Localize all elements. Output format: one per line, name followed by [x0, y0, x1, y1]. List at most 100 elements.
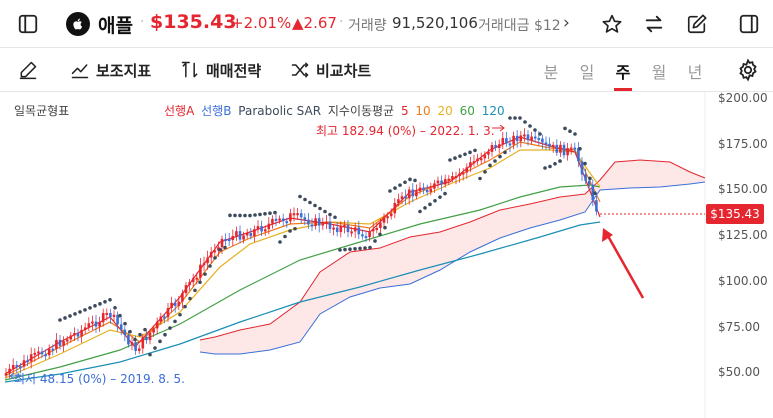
candle-body	[249, 233, 253, 237]
candle-body	[505, 138, 508, 144]
edit-square-icon[interactable]	[675, 0, 719, 48]
price-chart[interactable]	[0, 92, 773, 418]
annotation-arrow	[602, 228, 645, 299]
candle-body	[65, 339, 69, 342]
sar-dot	[113, 305, 117, 310]
y-axis-tick: $125.00	[718, 228, 768, 242]
sar-dot	[483, 170, 487, 174]
legend-ema120: 120	[481, 104, 505, 118]
sar-dot	[278, 240, 282, 244]
stock-header: 애플 · $135.43 +2.01% ▲2.67 · 거래량 91,520,1…	[0, 0, 773, 48]
candle-body	[515, 135, 519, 142]
candle-body	[526, 134, 530, 141]
sar-dot	[523, 120, 527, 124]
candle-body	[443, 179, 447, 185]
sar-dot	[378, 232, 382, 237]
candle-body	[191, 278, 195, 283]
candle-body	[519, 135, 523, 142]
period-tab-minute[interactable]: 분	[543, 63, 559, 82]
star-icon[interactable]	[590, 0, 634, 48]
change-percent: +2.01%	[231, 14, 292, 32]
right-panel-icon[interactable]	[727, 0, 771, 48]
sar-dot	[203, 272, 207, 276]
legend-ema-label: 지수이동평균	[327, 104, 395, 118]
candle-body	[166, 307, 170, 318]
sar-dot	[393, 186, 397, 190]
separator: ·	[339, 14, 344, 30]
sar-dot	[383, 225, 387, 230]
candle-body	[429, 188, 433, 193]
candle-body	[8, 368, 11, 374]
sar-dot	[543, 166, 547, 170]
candle-body	[130, 342, 134, 345]
swap-arrows-icon[interactable]	[632, 0, 676, 48]
high-marker-arrow	[492, 124, 505, 132]
candle-body	[224, 238, 227, 241]
candle-body	[433, 183, 436, 189]
sar-dot	[423, 206, 427, 210]
candle-body	[389, 213, 393, 217]
candle-body	[69, 335, 73, 340]
candle-body	[335, 227, 339, 233]
draw-tool-button[interactable]	[18, 48, 44, 92]
candle-body	[407, 189, 411, 199]
period-tab-month[interactable]: 월	[651, 63, 667, 82]
candle-body	[55, 339, 58, 349]
legend-ema10: 10	[415, 104, 431, 118]
candle-body	[577, 147, 580, 162]
candle-body	[199, 264, 202, 278]
candle-body	[364, 236, 368, 239]
candle-body	[213, 250, 217, 253]
gear-icon[interactable]	[736, 58, 760, 82]
low-marker-arrow	[9, 372, 22, 380]
candle-body	[267, 223, 271, 230]
sidebar-toggle-icon[interactable]	[6, 0, 50, 48]
period-tab-week[interactable]: 주	[615, 63, 631, 82]
sar-dot	[258, 212, 262, 217]
sar-dot	[538, 132, 542, 136]
sar-dot	[283, 234, 287, 239]
candle-body	[278, 218, 281, 221]
compare-button[interactable]: 비교차트	[290, 48, 371, 92]
candle-body	[537, 137, 541, 140]
candle-body	[350, 231, 353, 234]
candle-body	[256, 226, 260, 230]
indicator-button[interactable]: 보조지표	[70, 48, 151, 92]
sar-dot	[193, 288, 197, 293]
strategy-button[interactable]: 매매전략	[180, 48, 261, 92]
candle-body	[141, 336, 145, 349]
candle-body	[382, 217, 386, 223]
sar-dot	[273, 210, 277, 215]
compare-label: 비교차트	[316, 61, 372, 80]
period-tab-day[interactable]: 일	[579, 63, 595, 82]
candle-body	[11, 365, 15, 369]
buy-sell-arrows-icon	[181, 61, 198, 78]
sar-dot	[163, 332, 167, 337]
candle-body	[508, 143, 512, 146]
sar-dot	[233, 213, 237, 218]
candle-body	[454, 176, 458, 179]
sar-dot	[208, 264, 212, 268]
candle-body	[573, 147, 577, 150]
chevron-right-icon[interactable]: ›	[563, 13, 570, 33]
candle-body	[19, 366, 22, 369]
sar-dot	[498, 154, 502, 159]
candle-body	[134, 342, 137, 351]
current-price-tag: $135.43	[706, 204, 764, 224]
y-axis-tick: $75.00	[718, 320, 760, 334]
candle-body	[397, 199, 400, 203]
high-price-label: 최고 182.94 (0%) – 2022. 1. 3.	[316, 124, 495, 138]
sar-dot	[268, 211, 272, 215]
candle-body	[393, 202, 397, 214]
candle-body	[523, 134, 526, 137]
candle-body	[44, 354, 47, 357]
period-tab-year[interactable]: 년	[687, 63, 703, 82]
sar-dot	[558, 159, 562, 163]
sar-dot	[368, 245, 372, 250]
sar-dot	[448, 158, 452, 162]
y-axis-tick: $100.00	[718, 274, 768, 288]
candle-body	[375, 228, 379, 231]
sar-dot	[238, 213, 242, 218]
candle-body	[321, 221, 325, 226]
sar-dot	[98, 302, 102, 306]
